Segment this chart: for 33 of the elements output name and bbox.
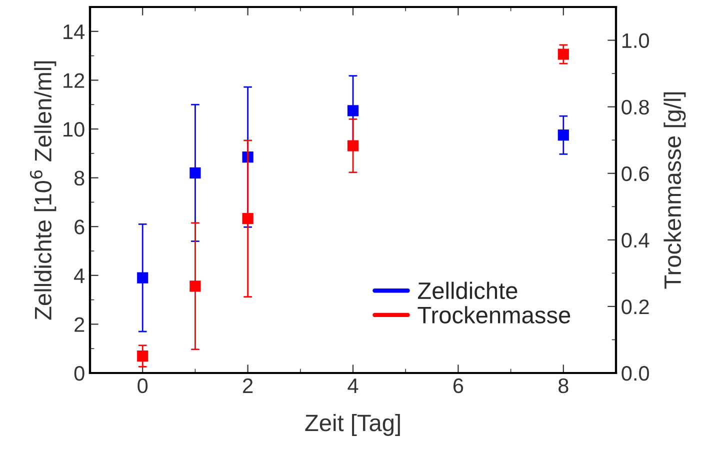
y-tick-label: 4 xyxy=(74,268,85,283)
y2-tick-label: 0.2 xyxy=(622,299,649,314)
legend-label: Trockenmasse xyxy=(418,306,570,324)
x-tick-label: 6 xyxy=(453,378,464,394)
point xyxy=(137,272,148,284)
point xyxy=(190,167,201,178)
x-axis-title: Zeit [Tag] xyxy=(305,414,400,436)
x-tick-label: 2 xyxy=(243,378,253,393)
point xyxy=(558,48,569,60)
y-tick-label: 0 xyxy=(74,366,84,381)
y-tick-label: 2 xyxy=(74,317,84,332)
y2-tick-label: 0.4 xyxy=(622,232,650,248)
y-tick-label: 10 xyxy=(64,122,84,137)
x-tick-label: 0 xyxy=(138,378,148,394)
y2-tick-label: 0.8 xyxy=(622,100,649,115)
x-tick-label: 8 xyxy=(558,378,568,394)
y2-tick-label: 1.0 xyxy=(622,33,650,48)
y2-axis-title: Trockenmasse [g/l] xyxy=(664,92,686,289)
legend-label: Zelldichte xyxy=(418,282,518,300)
y-tick-label: 12 xyxy=(64,73,84,88)
y-axis-title: Zelldichte [10$^{6}$ Zellen/ml] xyxy=(30,61,56,320)
point xyxy=(137,350,148,362)
y2-tick-label: 0.0 xyxy=(622,366,650,381)
x-tick-label: 4 xyxy=(348,378,358,393)
point xyxy=(347,140,359,152)
y-tick-label: 8 xyxy=(74,170,84,186)
y2-tick-label: 0.6 xyxy=(622,166,649,182)
point xyxy=(347,105,359,116)
point xyxy=(190,280,201,292)
y-tick-label: 14 xyxy=(64,24,85,39)
point xyxy=(558,130,569,141)
point xyxy=(242,213,254,224)
y-tick-label: 6 xyxy=(74,220,84,234)
